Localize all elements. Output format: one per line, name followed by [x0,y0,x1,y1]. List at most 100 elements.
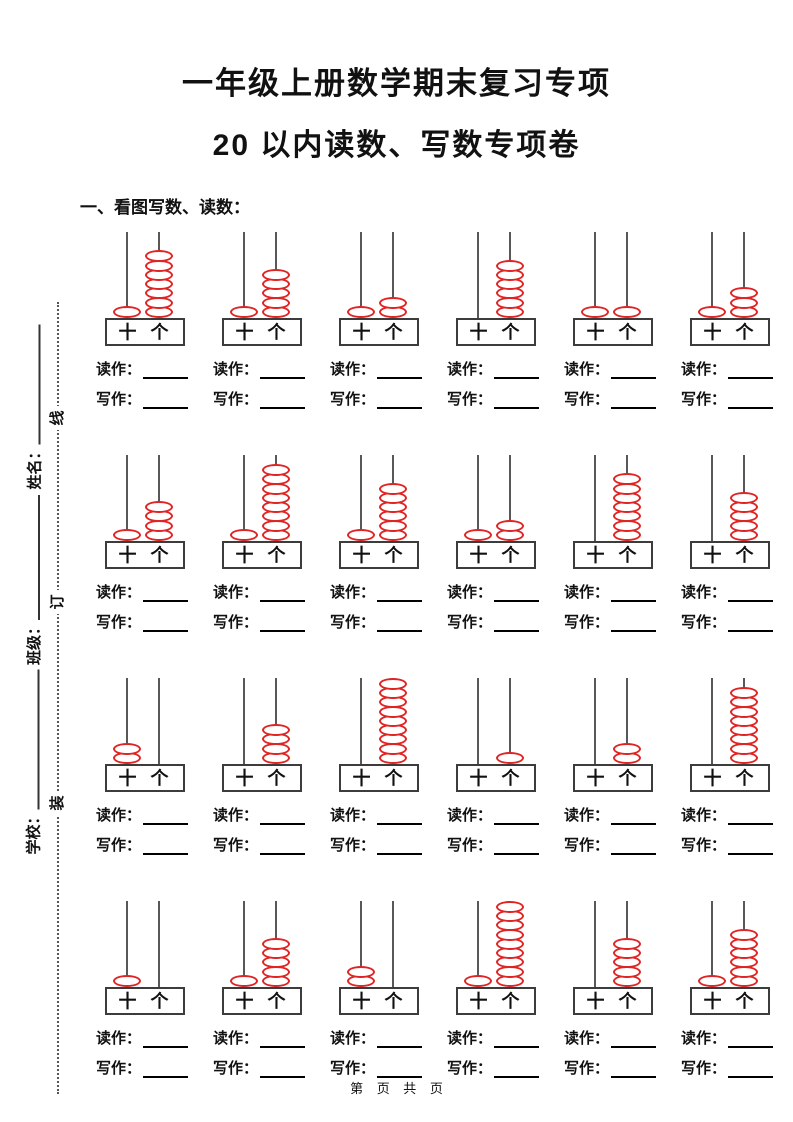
exercise-cell: 十个读作： 写作： [203,901,320,1122]
read-as-blank[interactable] [494,1032,540,1048]
abacus: 十个 [221,901,302,1015]
read-as-blank[interactable] [260,586,306,602]
class-blank[interactable] [38,495,40,620]
read-as-blank[interactable] [143,586,189,602]
read-as-blank[interactable] [728,586,774,602]
tens-rod [359,678,362,764]
read-as-label: 读作： [564,361,610,378]
tens-place-label: 十 [703,322,722,343]
read-as-blank[interactable] [143,809,189,825]
read-as-line: 读作： [437,1027,554,1048]
write-as-blank[interactable] [728,393,774,409]
write-as-blank[interactable] [260,393,306,409]
write-as-blank[interactable] [728,839,774,855]
read-as-label: 读作： [681,807,727,824]
write-as-blank[interactable] [377,1062,423,1078]
read-as-blank[interactable] [377,809,423,825]
abacus: 十个 [104,232,185,346]
read-as-blank[interactable] [728,1032,774,1048]
ones-place-label: 个 [150,991,169,1012]
write-as-blank[interactable] [260,616,306,632]
write-as-label: 写作： [330,837,376,854]
student-name-blank[interactable] [38,324,41,445]
exercise-cell: 十个读作： 写作： [671,678,788,901]
read-as-blank[interactable] [143,1032,189,1048]
read-as-line: 读作： [671,1027,788,1048]
write-as-label: 写作： [564,1060,610,1077]
write-as-blank[interactable] [494,393,540,409]
read-as-blank[interactable] [494,586,540,602]
abacus-box: 十个 [104,764,185,792]
tens-rod [476,678,479,764]
read-as-blank[interactable] [377,363,423,379]
tens-rod [242,455,245,541]
write-as-blank[interactable] [728,1062,774,1078]
read-as-line: 读作： [554,1027,671,1048]
write-as-blank[interactable] [494,616,540,632]
bead [229,306,258,318]
write-as-blank[interactable] [377,393,423,409]
read-as-blank[interactable] [377,586,423,602]
write-as-line: 写作： [86,611,203,632]
read-as-label: 读作： [447,807,493,824]
read-as-blank[interactable] [143,363,189,379]
read-as-blank[interactable] [611,363,657,379]
read-as-blank[interactable] [494,809,540,825]
ones-place-label: 个 [735,545,754,566]
read-as-label: 读作： [447,584,493,601]
read-as-blank[interactable] [494,363,540,379]
write-as-blank[interactable] [728,616,774,632]
write-as-blank[interactable] [143,839,189,855]
write-as-label: 写作： [96,1060,142,1077]
exercise-cell: 十个读作： 写作： [554,455,671,678]
read-as-blank[interactable] [728,809,774,825]
read-as-blank[interactable] [260,809,306,825]
read-as-blank[interactable] [260,1032,306,1048]
abacus-box: 十个 [689,764,770,792]
write-as-blank[interactable] [143,616,189,632]
read-as-blank[interactable] [611,586,657,602]
write-as-label: 写作： [564,837,610,854]
abacus: 十个 [104,455,185,569]
student-name-label: 姓名： [26,444,43,490]
write-as-label: 写作： [681,837,727,854]
read-as-blank[interactable] [611,1032,657,1048]
write-as-blank[interactable] [494,1062,540,1078]
bead [729,287,758,300]
tens-rod [359,901,362,987]
read-as-blank[interactable] [377,1032,423,1048]
abacus-box: 十个 [338,764,419,792]
write-as-line: 写作： [554,1057,671,1078]
abacus-box: 十个 [572,987,653,1015]
write-as-line: 写作： [437,611,554,632]
read-as-line: 读作： [86,1027,203,1048]
write-as-blank[interactable] [260,839,306,855]
read-as-blank[interactable] [260,363,306,379]
write-as-blank[interactable] [611,616,657,632]
write-as-line: 写作： [203,388,320,409]
write-as-blank[interactable] [143,1062,189,1078]
bead [729,686,758,699]
read-as-blank[interactable] [611,809,657,825]
binding-char-staple: 订 [48,590,68,614]
write-as-blank[interactable] [143,393,189,409]
write-as-blank[interactable] [494,839,540,855]
write-as-blank[interactable] [377,839,423,855]
read-as-line: 读作： [86,581,203,602]
write-as-blank[interactable] [260,1062,306,1078]
tens-rod [242,901,245,987]
read-as-label: 读作： [96,584,142,601]
read-as-line: 读作： [437,804,554,825]
abacus: 十个 [689,455,770,569]
write-as-label: 写作： [330,1060,376,1077]
school-blank[interactable] [37,669,40,810]
ones-rod [157,678,160,764]
write-as-blank[interactable] [377,616,423,632]
write-as-blank[interactable] [611,839,657,855]
read-as-line: 读作： [320,1027,437,1048]
write-as-blank[interactable] [611,393,657,409]
write-as-label: 写作： [447,391,493,408]
read-as-blank[interactable] [728,363,774,379]
write-as-label: 写作： [96,391,142,408]
write-as-blank[interactable] [611,1062,657,1078]
